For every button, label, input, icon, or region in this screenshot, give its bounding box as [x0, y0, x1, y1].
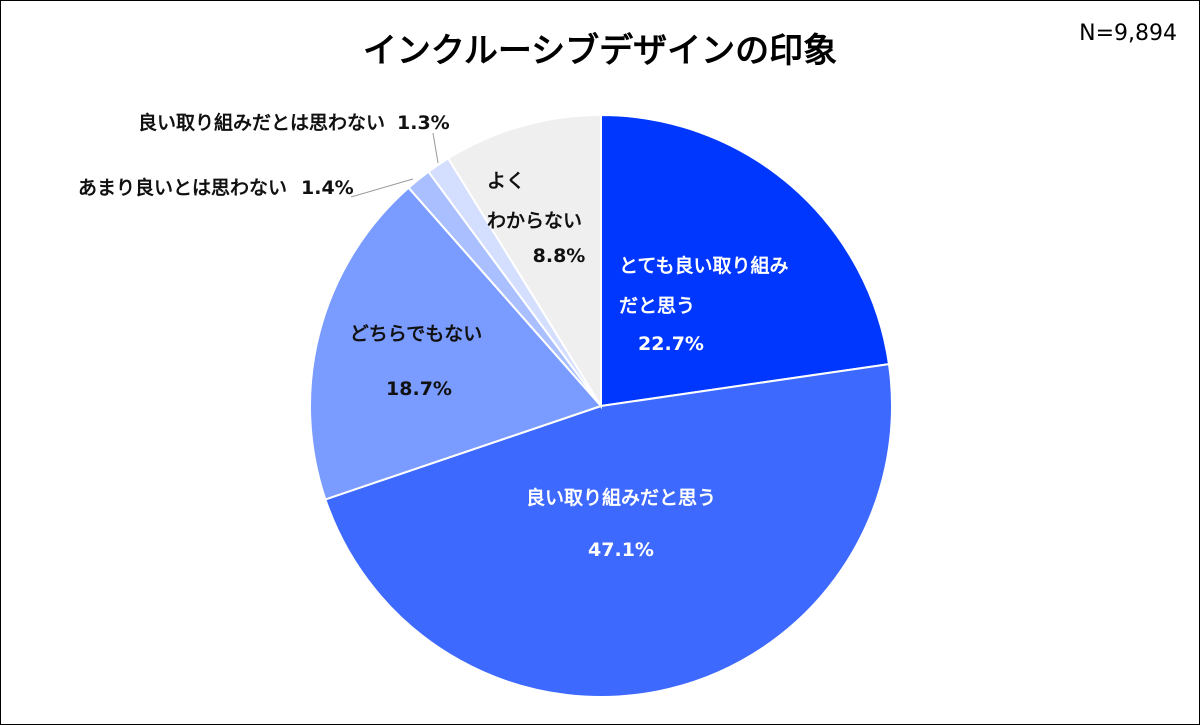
value-label: 1.3%	[397, 112, 450, 134]
pie-slice	[600, 113, 891, 408]
leader-line	[432, 132, 439, 164]
value-label: 22.7%	[638, 333, 704, 355]
value-label: 18.7%	[386, 378, 452, 400]
leader-line	[350, 178, 414, 198]
annotation: N=9,894	[1079, 21, 1177, 46]
category-label: 良い取り組みだとは思わない	[137, 112, 385, 134]
value-label: 47.1%	[588, 539, 654, 561]
value-label: 8.8%	[532, 245, 586, 267]
category-label: よく わからない	[487, 170, 583, 232]
category-label: とても良い取り組み だと思う	[619, 255, 789, 317]
chart-title: インクルーシブデザインの印象	[362, 31, 838, 71]
value-label: 1.4%	[301, 177, 354, 199]
pie-slice	[446, 113, 602, 410]
pie-slice	[324, 362, 894, 698]
category-label: どちらでもない	[349, 323, 483, 345]
category-label: 良い取り組みだと思う	[525, 487, 717, 509]
category-label: あまり良いとは思わない	[77, 177, 287, 199]
pie-slice	[309, 186, 603, 501]
